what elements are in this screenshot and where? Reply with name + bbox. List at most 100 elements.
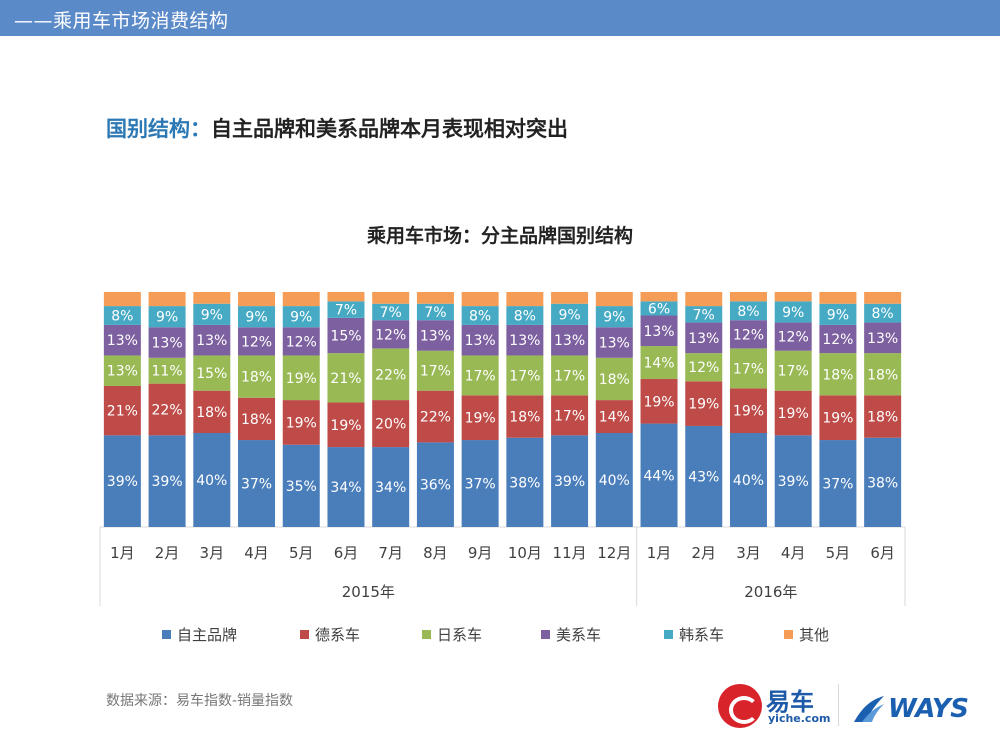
bar-segment [595, 292, 633, 307]
bar-segment [327, 292, 365, 302]
bar-segment [103, 355, 141, 386]
data-label: 40% [599, 473, 630, 489]
ways-wave-icon [854, 696, 884, 722]
legend-label: 美系车 [556, 626, 601, 644]
data-label: 39% [778, 474, 809, 490]
data-label: 9% [201, 307, 223, 323]
bar-segment [595, 357, 633, 401]
x-tick-label: 6月 [870, 544, 895, 562]
ways-logo: WAYS [852, 690, 982, 730]
legend-label: 韩系车 [679, 626, 724, 644]
data-label: 36% [420, 478, 451, 494]
data-label: 17% [509, 368, 540, 384]
logo-divider [838, 684, 839, 726]
data-label: 22% [152, 403, 183, 419]
legend-label: 其他 [799, 626, 829, 644]
x-tick-label: 1月 [647, 544, 672, 562]
bar-segment [193, 355, 231, 391]
data-label: 19% [733, 404, 764, 420]
data-label: 13% [107, 364, 138, 380]
bar-segment [595, 400, 633, 433]
bar-segment [864, 303, 902, 323]
legend-label: 德系车 [315, 626, 360, 644]
bar-segment [282, 306, 320, 328]
bar-segment [282, 400, 320, 445]
bar-segment [238, 440, 276, 527]
chart-title: 乘用车市场：分主品牌国别结构 [366, 225, 633, 247]
bar-segment [193, 324, 231, 356]
bar-segment [819, 440, 857, 527]
bar-segment [551, 303, 589, 325]
bar-segment [819, 324, 857, 354]
data-label: 8% [737, 304, 759, 320]
legend-swatch [784, 630, 793, 639]
x-tick-label: 3月 [200, 544, 225, 562]
data-label: 17% [554, 368, 585, 384]
data-label: 17% [420, 364, 451, 380]
data-label: 9% [156, 310, 178, 326]
bar-segment [729, 433, 767, 527]
bar-segment [372, 400, 410, 448]
data-label: 22% [420, 410, 451, 426]
bar-segment [372, 447, 410, 527]
bar-segment [372, 292, 410, 304]
bar-segment [148, 435, 186, 527]
bar-segment [193, 433, 231, 527]
data-label: 13% [107, 333, 138, 349]
x-tick-label: 3月 [736, 544, 761, 562]
data-label: 9% [245, 310, 267, 326]
bar-segment [819, 353, 857, 396]
yiche-logo-cn: 易车 [766, 688, 814, 716]
data-label: 12% [286, 334, 317, 350]
data-label: 9% [827, 307, 849, 323]
bar-segment [774, 435, 812, 527]
bar-segment [148, 327, 186, 358]
bar-segment [461, 292, 499, 307]
bar-segment [327, 317, 365, 354]
bar-segment [774, 292, 812, 302]
data-label: 35% [286, 479, 317, 495]
bar-segment [774, 301, 812, 323]
bar-segment [729, 388, 767, 433]
bar-segment [238, 327, 276, 356]
bar-segment [864, 292, 902, 304]
data-label: 13% [152, 336, 183, 352]
bar-segment [685, 425, 723, 527]
data-label: 6% [648, 301, 670, 317]
bar-segment [819, 303, 857, 325]
bar-segment [774, 390, 812, 436]
bar-segment [148, 292, 186, 307]
bar-segment [685, 353, 723, 382]
bar-segment [372, 303, 410, 321]
x-tick-label: 11月 [553, 544, 587, 562]
bar-segment [819, 395, 857, 441]
data-label: 13% [643, 324, 674, 340]
data-label: 13% [509, 333, 540, 349]
data-label: 13% [867, 331, 898, 347]
data-label: 13% [465, 333, 496, 349]
headline-text: 自主品牌和美系品牌本月表现相对突出 [211, 117, 568, 141]
data-label: 19% [465, 411, 496, 427]
bar-segment [193, 292, 231, 304]
bar-segment [461, 440, 499, 527]
data-label: 19% [330, 418, 361, 434]
bar-segment [506, 306, 544, 325]
data-label: 39% [107, 474, 138, 490]
bar-segment [685, 381, 723, 426]
bar-segment [640, 346, 678, 379]
x-tick-label: 2月 [691, 544, 716, 562]
data-label: 13% [196, 333, 227, 349]
bar-segment [282, 355, 320, 401]
bar-segment [416, 320, 454, 351]
bar-segment [729, 292, 767, 302]
data-label: 40% [733, 473, 764, 489]
data-label: 9% [558, 307, 580, 323]
group-label: 2016年 [744, 583, 797, 601]
bar-segment [551, 324, 589, 356]
data-label: 18% [241, 412, 272, 428]
bar-segment [729, 301, 767, 321]
x-tick-label: 10月 [508, 544, 542, 562]
bar-segment [327, 301, 365, 318]
bar-segment [551, 435, 589, 527]
